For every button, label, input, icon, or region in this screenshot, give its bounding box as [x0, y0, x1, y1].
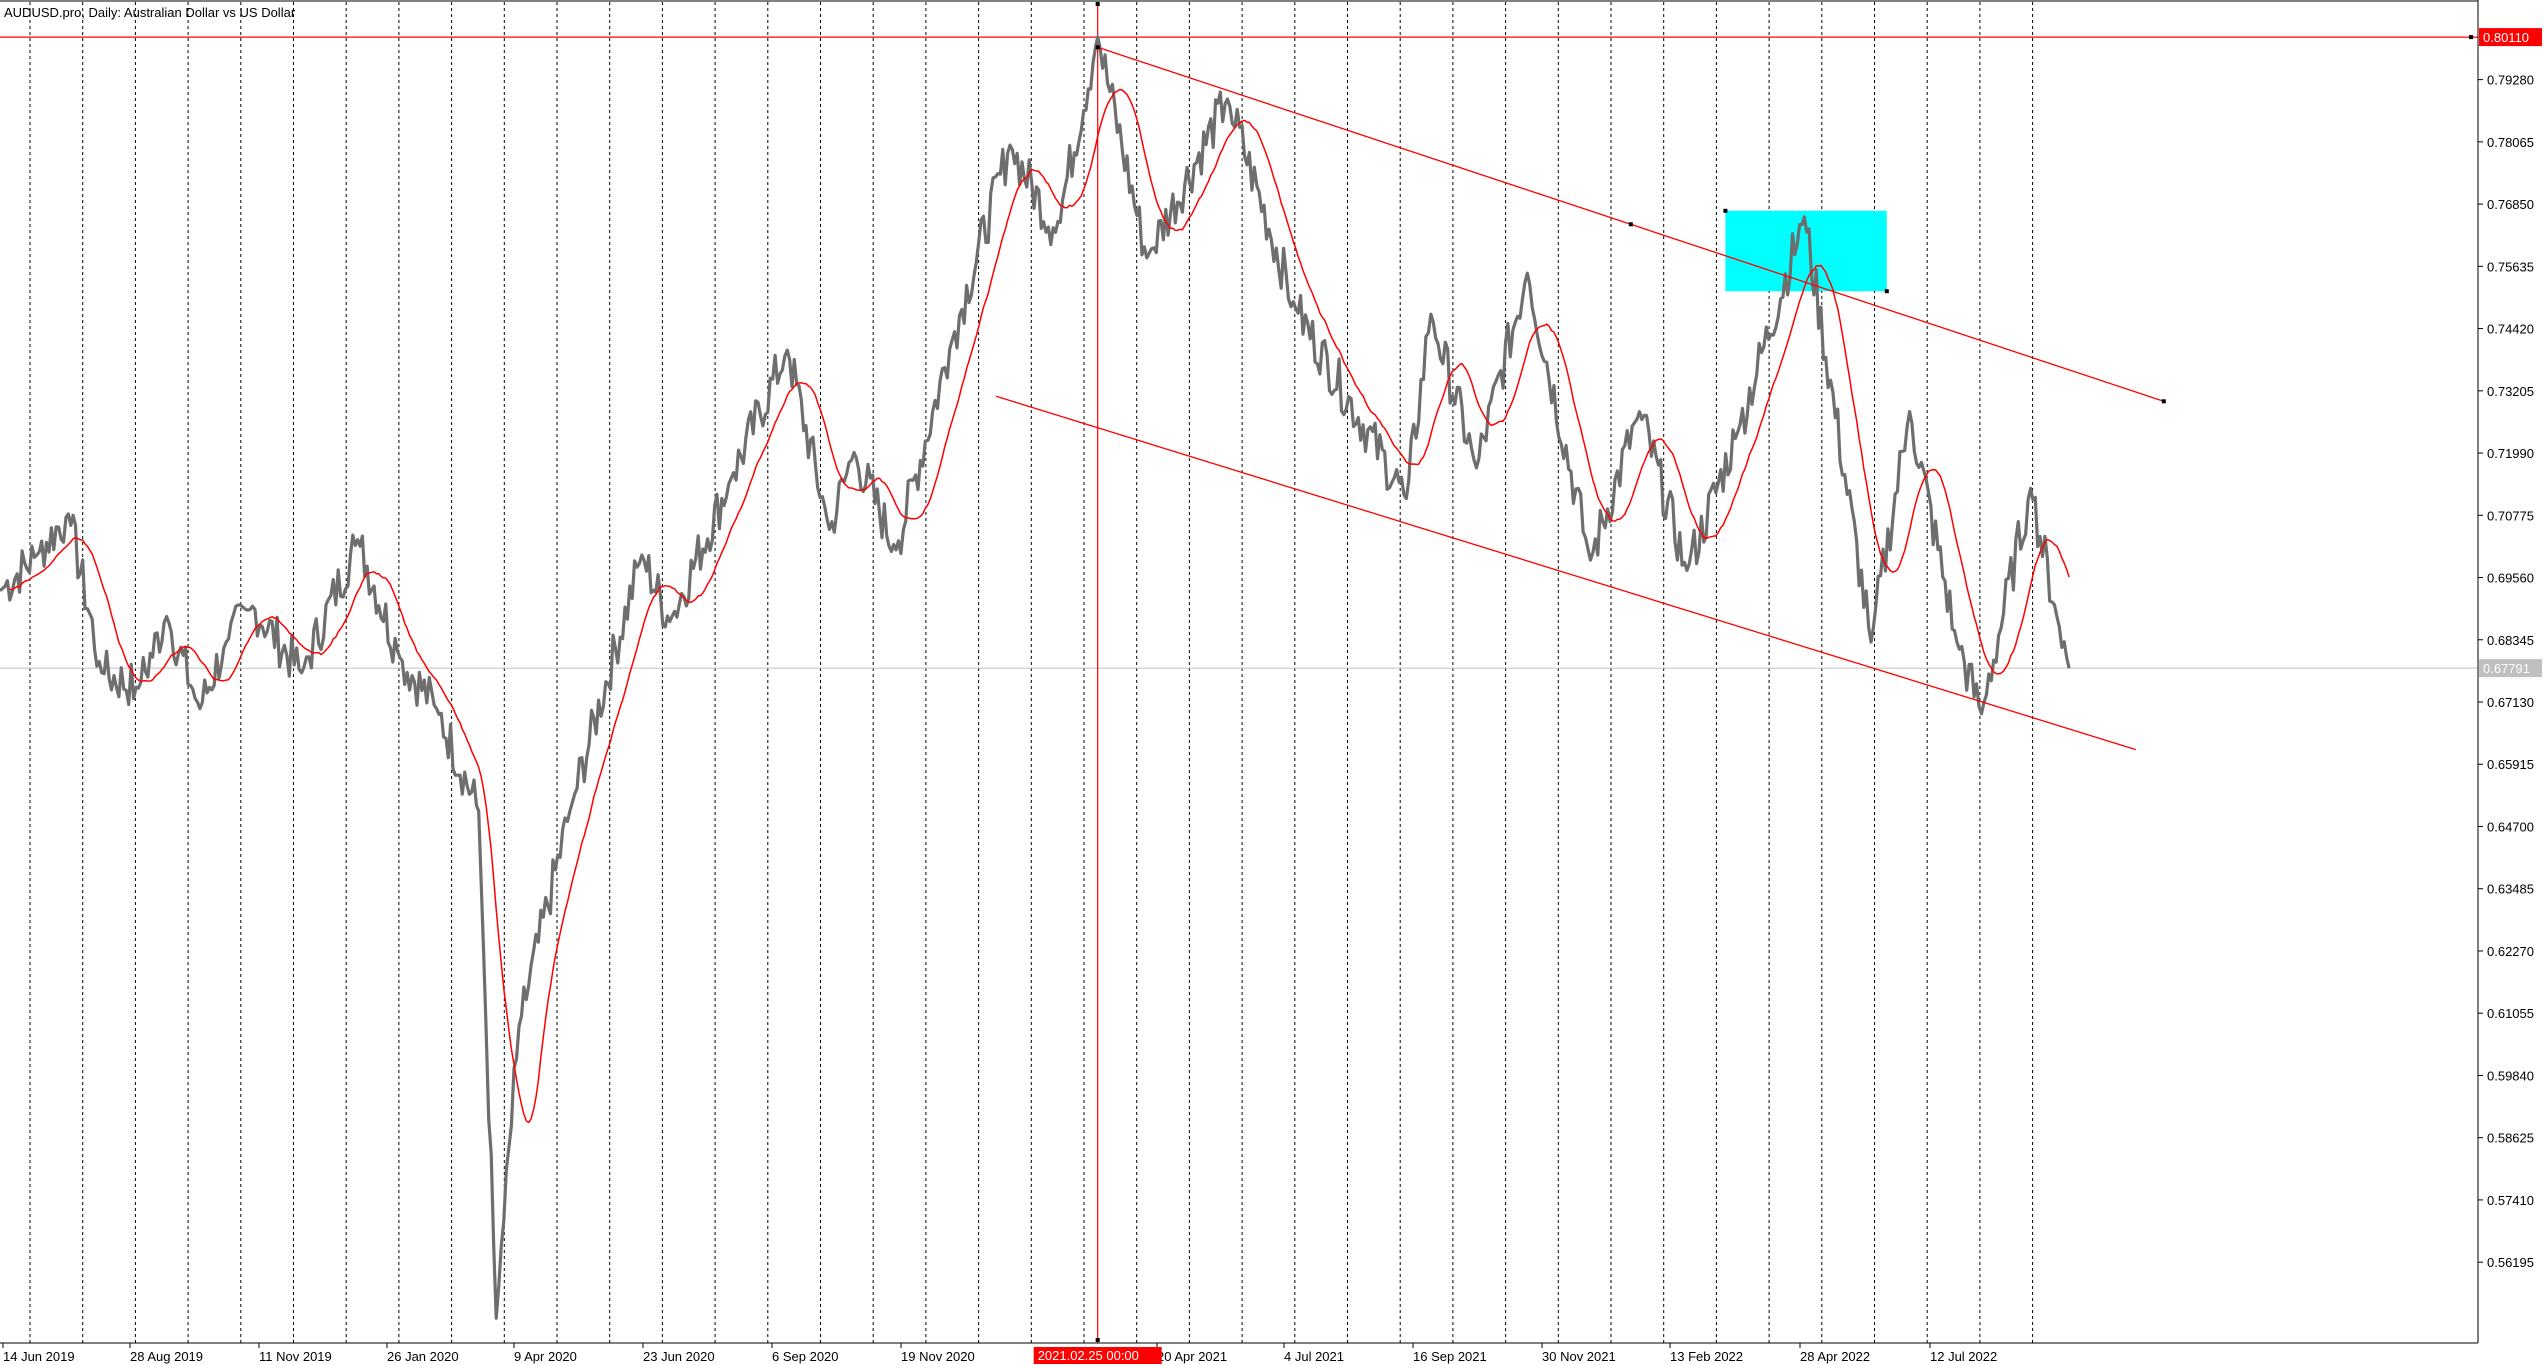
time-tick-label: 13 Feb 2022 [1670, 1349, 1743, 1364]
time-tick-label: 19 Nov 2020 [901, 1349, 975, 1364]
highlight-handle[interactable] [1884, 289, 1889, 294]
high-price-tag: 0.80110 [2479, 28, 2542, 47]
price-tick-label: 0.78065 [2487, 135, 2534, 150]
price-tick-label: 0.76850 [2487, 197, 2534, 212]
price-tick-label: 0.68345 [2487, 633, 2534, 648]
price-tick-label: 0.74420 [2487, 322, 2534, 337]
time-tick-label: 28 Apr 2022 [1800, 1349, 1870, 1364]
selected-date-tag-label: 2021.02.25 00:00 [1038, 1348, 1139, 1363]
time-tick-label: 6 Sep 2020 [772, 1349, 839, 1364]
price-tick-label: 0.57410 [2487, 1193, 2534, 1208]
channel-handle[interactable] [1628, 222, 1633, 227]
price-tick-label: 0.69560 [2487, 571, 2534, 586]
time-tick-label: 26 Jan 2020 [387, 1349, 459, 1364]
price-tick-label: 0.75635 [2487, 259, 2534, 274]
price-tick-label: 0.65915 [2487, 757, 2534, 772]
time-axis[interactable]: 14 Jun 2019 28 Aug 2019 11 Nov 2019 26 Jan … [2, 1343, 1997, 1364]
price-tick-label: 0.64700 [2487, 819, 2534, 834]
current-price-tag: 0.67791 [2479, 659, 2542, 678]
highlight-handle[interactable] [1723, 208, 1728, 213]
vertical-line-handle[interactable] [1095, 1338, 1100, 1342]
price-tick-label: 0.62270 [2487, 944, 2534, 959]
time-tick-label: 4 Jul 2021 [1284, 1349, 1344, 1364]
moving-average-line [9, 88, 2070, 1124]
object-handles[interactable] [1095, 2, 2473, 1342]
price-tick-label: 0.61055 [2487, 1006, 2534, 1021]
price-tick-label: 0.79280 [2487, 73, 2534, 88]
current-price-tag-label: 0.67791 [2483, 661, 2530, 676]
price-tick-label: 0.67130 [2487, 695, 2534, 710]
channel-lower-line[interactable] [995, 395, 2136, 751]
time-tick-label: 23 Jun 2020 [643, 1349, 715, 1364]
price-tick-label: 0.56195 [2487, 1255, 2534, 1270]
price-tick-label: 0.59840 [2487, 1068, 2534, 1083]
time-tick-label: 9 Apr 2020 [514, 1349, 577, 1364]
price-tick-label: 0.73205 [2487, 384, 2534, 399]
price-tick-label: 0.71990 [2487, 446, 2534, 461]
price-axis[interactable]: 0.79280 0.78065 0.76850 0.75635 0.74420 0.732… [2478, 73, 2534, 1271]
price-tick-label: 0.58625 [2487, 1131, 2534, 1146]
high-line-handle[interactable] [2469, 35, 2473, 40]
selected-date-tag: 2021.02.25 00:00 [1033, 1347, 1162, 1364]
time-tick-label: 14 Jun 2019 [3, 1349, 75, 1364]
chart-title: AUDUSD.pro, Daily: Australian Dollar vs … [4, 5, 296, 20]
time-tick-label: 30 Nov 2021 [1542, 1349, 1616, 1364]
time-tick-label: 20 Apr 2021 [1157, 1349, 1227, 1364]
vertical-line-handle[interactable] [1095, 2, 1100, 6]
high-price-tag-label: 0.80110 [2483, 30, 2529, 45]
price-series [0, 35, 2071, 1320]
time-tick-label: 11 Nov 2019 [259, 1349, 332, 1364]
price-tick-label: 0.63485 [2487, 882, 2534, 897]
time-tick-label: 28 Aug 2019 [130, 1349, 203, 1364]
channel-handle[interactable] [1095, 45, 1100, 50]
time-tick-label: 12 Jul 2022 [1930, 1349, 1997, 1364]
channel-handle[interactable] [2161, 399, 2166, 404]
time-tick-label: 16 Sep 2021 [1413, 1349, 1487, 1364]
price-tick-label: 0.70775 [2487, 508, 2534, 523]
